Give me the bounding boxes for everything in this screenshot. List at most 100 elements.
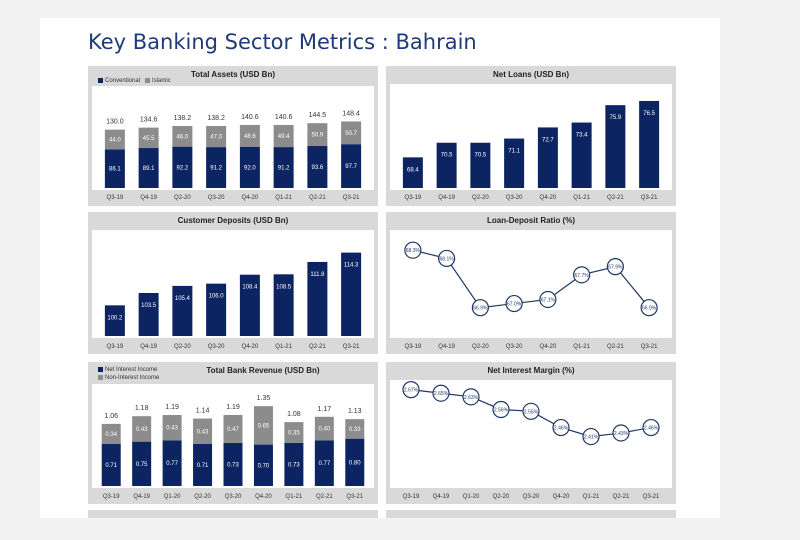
x-tick-label: Q1-20	[164, 494, 181, 500]
x-tick-label: Q3-21	[346, 494, 363, 500]
data-label: 0.71	[197, 463, 209, 469]
x-tick-label: Q2-20	[194, 494, 211, 500]
next-panel-left	[88, 510, 378, 518]
bar-segment-conventional	[239, 146, 260, 188]
x-tick-label: Q1-21	[573, 344, 590, 350]
data-label: 86.1	[109, 167, 121, 173]
x-tick-label: Q1-21	[573, 195, 590, 201]
data-point	[402, 381, 420, 399]
x-tick-label: Q2-21	[607, 344, 624, 350]
data-label: 50.7	[345, 131, 357, 137]
bar	[537, 127, 558, 188]
bar-segment-non-interest-income	[101, 423, 121, 444]
x-tick-label: Q3-19	[405, 195, 422, 201]
data-label: 67.0%	[507, 302, 522, 308]
x-tick-label: Q2-21	[309, 195, 326, 201]
data-label: 47.0	[210, 135, 222, 141]
x-tick-label: Q4-20	[553, 494, 570, 500]
data-label: 70.5	[441, 153, 453, 159]
bar-segment-islamic	[104, 129, 125, 150]
net-interest-margin-title: Net Interest Margin (%)	[487, 366, 575, 375]
data-label: 2.65%	[434, 391, 449, 397]
loan-deposit-ratio-plot-area	[390, 230, 672, 338]
customer-deposits-title: Customer Deposits (USD Bn)	[177, 216, 289, 225]
data-label: 50.9	[312, 133, 324, 139]
bar-segment-net-interest-income	[132, 441, 152, 486]
data-point	[432, 384, 450, 402]
x-tick-label: Q3-19	[107, 195, 124, 201]
data-label: 2.46%	[644, 426, 659, 432]
data-label: 108.5	[276, 284, 292, 290]
data-point	[606, 258, 624, 276]
legend-swatch-net-interest-income	[98, 366, 103, 372]
x-tick-label: Q3-21	[343, 195, 360, 201]
bar-segment-islamic	[239, 124, 260, 147]
bar	[239, 274, 260, 336]
legend-swatch-conventional	[98, 78, 103, 83]
total-assets-chart: Q3-19 Q4-19 Q2-20 Q3-20 Q4-20 Q1-21 Q2-21 Q3-21…	[104, 110, 362, 201]
data-label: 103.5	[141, 303, 157, 309]
x-tick-label: Q4-19	[140, 195, 157, 201]
bar-segment-net-interest-income	[314, 440, 334, 486]
data-label: 105.4	[175, 296, 191, 302]
net-loans-title: Net Loans (USD Bn)	[493, 70, 569, 79]
bar	[605, 105, 626, 188]
data-label: 111.8	[310, 272, 325, 278]
data-label: 108.4	[242, 285, 258, 291]
x-tick-label: Q3-19	[403, 494, 420, 500]
total-label: 1.08	[287, 411, 301, 418]
x-tick-label: Q4-20	[242, 344, 259, 350]
data-point	[505, 294, 523, 313]
x-tick-label: Q3-20	[225, 494, 242, 500]
bar-segment-conventional	[307, 146, 328, 188]
bar	[172, 285, 193, 336]
data-point	[552, 418, 570, 437]
data-label: 0.34	[105, 432, 117, 438]
bar-segment-non-interest-income	[284, 422, 304, 443]
bar-segment-net-interest-income	[253, 444, 273, 486]
data-label: 89.1	[143, 166, 155, 172]
data-label: 93.6	[312, 165, 324, 171]
data-point	[471, 299, 489, 317]
total-bank-revenue-title: Total Bank Revenue (USD Bn)	[206, 366, 320, 375]
total-label: 148.4	[342, 110, 360, 117]
total-label: 130.0	[106, 119, 124, 126]
data-label: 106.0	[209, 294, 225, 300]
x-tick-label: Q2-20	[472, 344, 489, 350]
bar-segment-net-interest-income	[193, 444, 213, 486]
total-label: 134.6	[140, 117, 158, 124]
x-tick-label: Q2-21	[316, 494, 333, 500]
loan-deposit-ratio-title: Loan-Deposit Ratio (%)	[487, 216, 575, 225]
bar-segment-islamic	[138, 127, 159, 149]
bar	[341, 252, 362, 336]
x-tick-label: Q3-20	[208, 195, 225, 201]
total-label: 1.19	[165, 404, 179, 411]
next-panel-right	[386, 510, 676, 518]
total-label: 1.14	[196, 408, 210, 415]
data-label: 67.7%	[575, 273, 590, 279]
bar-segment-non-interest-income	[193, 418, 213, 444]
data-label: 0.43	[136, 427, 148, 433]
bar-segment-islamic	[341, 121, 362, 145]
data-label: 0.77	[166, 461, 178, 467]
x-tick-label: Q1-21	[583, 494, 600, 500]
bar	[273, 274, 294, 336]
total-label: 140.6	[241, 114, 259, 121]
data-label: 0.65	[258, 423, 270, 429]
legend-label-net-interest-income: Net Interest Income	[105, 367, 158, 373]
x-tick-label: Q4-19	[133, 494, 150, 500]
total-assets-title: Total Assets (USD Bn)	[190, 70, 275, 79]
bar-segment-islamic	[172, 126, 193, 147]
data-point	[573, 266, 591, 284]
x-tick-label: Q3-20	[506, 344, 523, 350]
x-tick-label: Q2-21	[309, 344, 326, 350]
bar-segment-conventional	[172, 146, 193, 188]
data-label: 68.1%	[440, 256, 455, 262]
bar-segment-conventional	[273, 147, 294, 188]
data-label: 0.33	[349, 427, 361, 433]
total-bank-revenue-legend: Net Interest Income Non-Interest Income	[98, 366, 159, 382]
legend-swatch-islamic	[145, 78, 151, 83]
bar-segment-net-interest-income	[345, 438, 365, 486]
data-label: 0.75	[136, 462, 148, 468]
data-point	[462, 388, 480, 406]
